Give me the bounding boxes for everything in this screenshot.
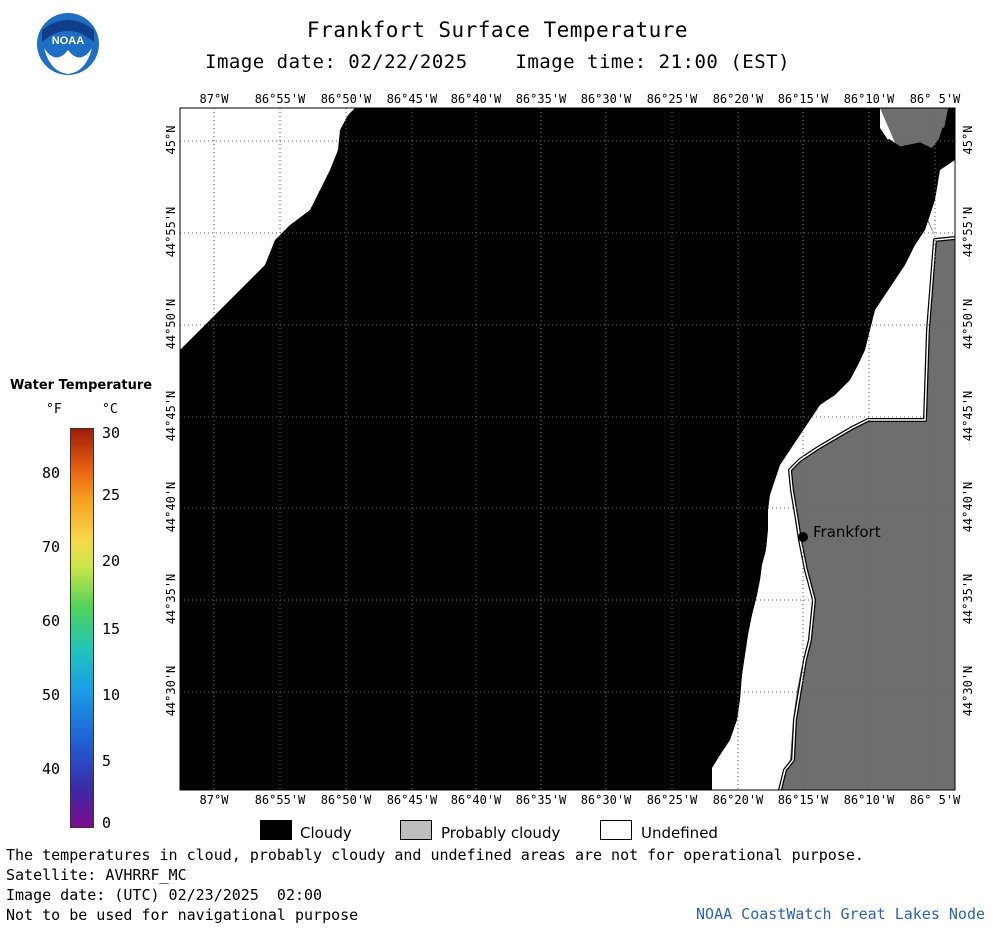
fahrenheit-tick: 80 [41,464,60,482]
unit-fahrenheit: °F [46,402,62,417]
fahrenheit-tick: 70 [41,538,60,556]
land-probably-cloudy [780,108,955,790]
longitude-label: 87°W [199,793,229,807]
longitude-label: 86°30'W [580,92,632,106]
latitude-label: 44°35'N [164,573,178,625]
longitude-label: 86°20'W [712,92,764,106]
longitude-label: 86°10'W [843,793,895,807]
fahrenheit-tick: 40 [41,760,60,778]
coastline-north [887,127,946,152]
disclaimer-text: The temperatures in cloud, probably clou… [6,846,864,864]
longitude-label: 86°30'W [580,793,632,807]
celsius-tick: 20 [102,552,121,570]
fahrenheit-tick: 60 [41,612,60,630]
frankfort-marker [798,532,808,542]
image-datetime: Image date: 02/22/2025 Image time: 21:00… [205,51,791,73]
longitude-label: 86°15'W [777,92,829,106]
latitude-label: 45°N [164,125,178,155]
celsius-tick: 15 [102,620,121,638]
longitude-label: 86° 5'W [909,793,961,807]
longitude-label: 86°10'W [843,92,895,106]
key-label-cloudy: Cloudy [300,824,352,842]
longitude-label: 86°20'W [712,793,764,807]
longitude-label: 86°35'W [515,793,567,807]
unit-celsius: °C [102,402,118,417]
key-swatch-probably-cloudy [400,820,432,840]
map-frame [179,107,956,791]
graticule [180,108,955,790]
longitude-label: 86°25'W [646,92,698,106]
longitude-label: 86°55'W [254,793,306,807]
page-title: Frankfort Surface Temperature [306,18,689,42]
longitude-label: 86°50'W [320,793,372,807]
cloudy-area [180,108,955,790]
key-label-undefined: Undefined [641,824,718,842]
fahrenheit-tick: 50 [41,686,60,704]
longitude-label: 86°35'W [515,92,567,106]
latitude-label: 44°50'N [961,298,975,350]
latitude-label: 44°40'N [164,481,178,533]
celsius-tick: 5 [102,752,112,770]
utc-date-text: Image date: (UTC) 02/23/2025 02:00 [6,886,323,904]
latitude-label: 45°N [961,125,975,155]
key-label-probably-cloudy: Probably cloudy [441,824,561,842]
key-swatch-undefined [600,820,632,840]
celsius-tick: 25 [102,486,121,504]
key-swatch-cloudy [260,820,292,840]
latitude-label: 44°35'N [961,573,975,625]
longitude-label: 86°45'W [386,793,438,807]
latitude-label: 44°55'N [961,206,975,258]
latitude-label: 44°30'N [164,665,178,717]
color-scale-bar [70,428,94,828]
latitude-label: 44°30'N [961,665,975,717]
longitude-label: 86°40'W [450,92,502,106]
logo-text: NOAA [52,35,84,47]
navigation-warning: Not to be used for navigational purpose [6,906,359,924]
noaa-logo-icon: NOAA [37,13,99,75]
celsius-tick: 0 [102,814,112,832]
latitude-label: 44°40'N [961,481,975,533]
legend-title: Water Temperature [10,378,153,393]
latitude-label: 44°50'N [164,298,178,350]
longitude-label: 86°40'W [450,793,502,807]
credit-text: NOAA CoastWatch Great Lakes Node [696,905,985,923]
longitude-label: 86° 5'W [909,92,961,106]
latitude-label: 44°45'N [164,390,178,442]
latitude-label: 44°45'N [961,390,975,442]
celsius-tick: 30 [102,424,121,442]
celsius-tick: 10 [102,686,121,704]
city-label: Frankfort [813,523,881,541]
longitude-label: 86°15'W [777,793,829,807]
satellite-text: Satellite: AVHRRF_MC [6,866,187,884]
longitude-label: 86°50'W [320,92,372,106]
longitude-label: 86°45'W [386,92,438,106]
coastline-inner [779,237,956,791]
longitude-label: 87°W [199,92,229,106]
longitude-label: 86°55'W [254,92,306,106]
longitude-label: 86°25'W [646,793,698,807]
latitude-label: 44°55'N [164,206,178,258]
